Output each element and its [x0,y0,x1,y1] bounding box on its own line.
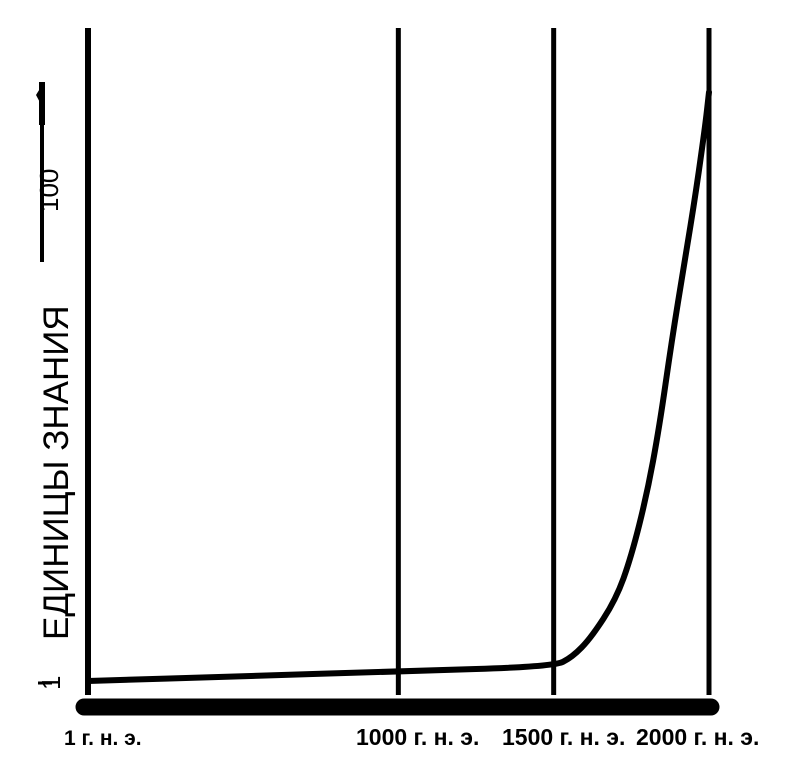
y-axis-title: ЕДИНИЦЫ ЗНАНИЯ [37,305,76,640]
vertical-grid-lines [85,28,712,695]
y-tick-label-1: 1 [36,676,66,690]
series-layer [85,89,712,684]
series-line-0 [85,89,712,684]
x-tick-label-1000: 1000 г. н. э. [356,724,479,750]
labels-layer: 1 г. н. э. 1000 г. н. э. 1500 г. н. э. 2000… [34,169,759,750]
x-tick-label-1500: 1500 г. н. э. [502,724,625,750]
y-tick-label-100: 100 [34,169,64,212]
x-tick-label-1: 1 г. н. э. [64,727,142,750]
axes [36,82,720,716]
x-tick-label-2000: 2000 г. н. э. [636,724,759,750]
